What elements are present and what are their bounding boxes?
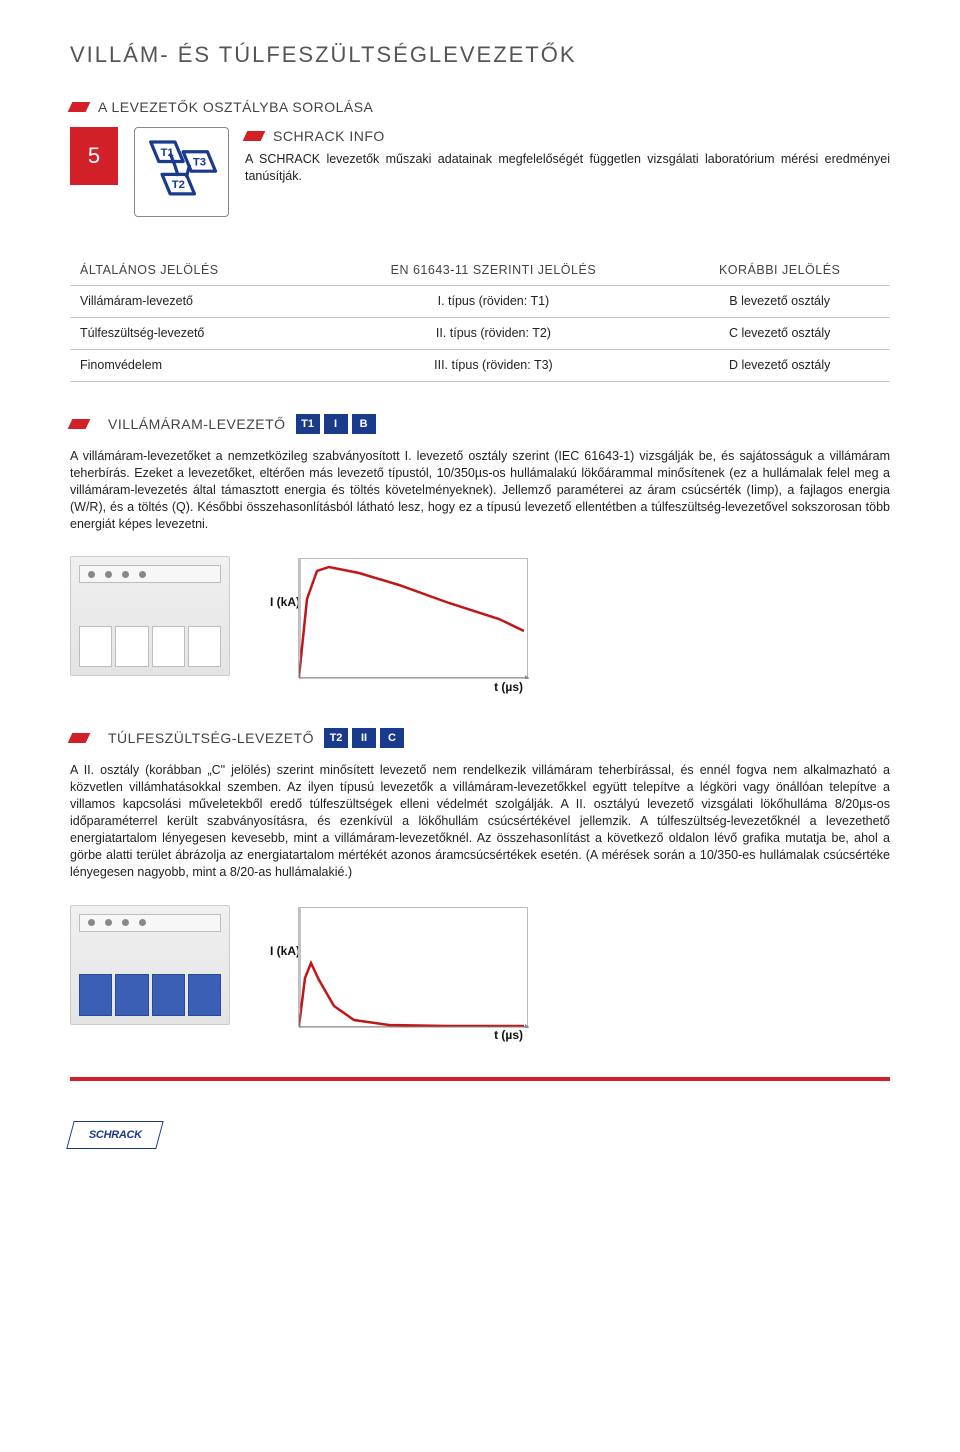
marker-icon bbox=[243, 131, 266, 141]
classification-heading: A LEVEZETŐK OSZTÁLYBA SOROLÁSA bbox=[98, 98, 373, 117]
schrack-info-heading: SCHRACK INFO bbox=[273, 127, 385, 146]
class-badge: T2 bbox=[324, 728, 348, 748]
footer-logo: SCHRACK bbox=[70, 1077, 890, 1149]
type-badges-icon: T1 T2 T3 bbox=[134, 127, 229, 217]
table-header: EN 61643-11 SZERINTI JELÖLÉS bbox=[318, 255, 670, 286]
table-header: KORÁBBI JELÖLÉS bbox=[669, 255, 890, 286]
section2-badges: T2IIC bbox=[324, 728, 404, 748]
table-cell: B levezető osztály bbox=[669, 286, 890, 318]
section2-title: TÚLFESZÜLTSÉG-LEVEZETŐ bbox=[108, 729, 314, 748]
section1-badges: T1IB bbox=[296, 414, 376, 434]
chart-ylabel: I (kA) bbox=[270, 594, 300, 610]
marker-icon bbox=[68, 419, 91, 429]
icon-label-t1: T1 bbox=[160, 146, 173, 158]
table-cell: Villámáram-levezető bbox=[70, 286, 318, 318]
classification-heading-row: A LEVEZETŐK OSZTÁLYBA SOROLÁSA bbox=[70, 98, 890, 117]
device-image-surge bbox=[70, 905, 230, 1025]
schrack-info-body: A SCHRACK levezetők műszaki adatainak me… bbox=[245, 151, 890, 185]
schrack-info-block: 5 T1 T2 T3 SCHRACK INFO A SCHRACK leveze… bbox=[70, 127, 890, 217]
table-header: ÁLTALÁNOS JELÖLÉS bbox=[70, 255, 318, 286]
section2-figures: 8/20 µs I (kA) t (µs) bbox=[70, 905, 890, 1027]
class-badge: I bbox=[324, 414, 348, 434]
table-row: Villámáram-levezetőI. típus (röviden: T1… bbox=[70, 286, 890, 318]
table-cell: C levezető osztály bbox=[669, 318, 890, 350]
marker-icon bbox=[68, 102, 91, 112]
class-badge: II bbox=[352, 728, 376, 748]
section2-header: TÚLFESZÜLTSÉG-LEVEZETŐ T2IIC bbox=[70, 728, 890, 748]
section2-chart: 8/20 µs I (kA) t (µs) bbox=[270, 905, 530, 1027]
table-row: Túlfeszültség-levezetőII. típus (röviden… bbox=[70, 318, 890, 350]
designation-table: ÁLTALÁNOS JELÖLÉS EN 61643-11 SZERINTI J… bbox=[70, 255, 890, 383]
page-number-badge: 5 bbox=[70, 127, 118, 185]
device-image-protec bbox=[70, 556, 230, 676]
table-row: FinomvédelemIII. típus (röviden: T3)D le… bbox=[70, 350, 890, 382]
class-badge: T1 bbox=[296, 414, 320, 434]
table-cell: II. típus (röviden: T2) bbox=[318, 318, 670, 350]
table-cell: I. típus (röviden: T1) bbox=[318, 286, 670, 318]
section2-body: A II. osztály (korábban „C" jelölés) sze… bbox=[70, 762, 890, 880]
section1-body: A villámáram-levezetőket a nemzetközileg… bbox=[70, 448, 890, 532]
section1-header: VILLÁMÁRAM-LEVEZETŐ T1IB bbox=[70, 414, 890, 434]
table-cell: Finomvédelem bbox=[70, 350, 318, 382]
class-badge: B bbox=[352, 414, 376, 434]
icon-label-t3: T3 bbox=[193, 156, 206, 168]
table-cell: III. típus (röviden: T3) bbox=[318, 350, 670, 382]
section1-title: VILLÁMÁRAM-LEVEZETŐ bbox=[108, 415, 286, 434]
chart-ylabel: I (kA) bbox=[270, 943, 300, 959]
chart-xlabel: t (µs) bbox=[494, 1027, 523, 1043]
footer-logo-text: SCHRACK bbox=[89, 1127, 142, 1142]
chart-xlabel: t (µs) bbox=[494, 679, 523, 695]
table-cell: D levezető osztály bbox=[669, 350, 890, 382]
icon-label-t2: T2 bbox=[172, 179, 185, 191]
section1-chart: 10/350 µs I (kA) t (µs) bbox=[270, 556, 530, 678]
marker-icon bbox=[68, 733, 91, 743]
section1-figures: 10/350 µs I (kA) t (µs) bbox=[70, 556, 890, 678]
page-title: VILLÁM- ÉS TÚLFESZÜLTSÉGLEVEZETŐK bbox=[70, 40, 890, 70]
table-cell: Túlfeszültség-levezető bbox=[70, 318, 318, 350]
class-badge: C bbox=[380, 728, 404, 748]
